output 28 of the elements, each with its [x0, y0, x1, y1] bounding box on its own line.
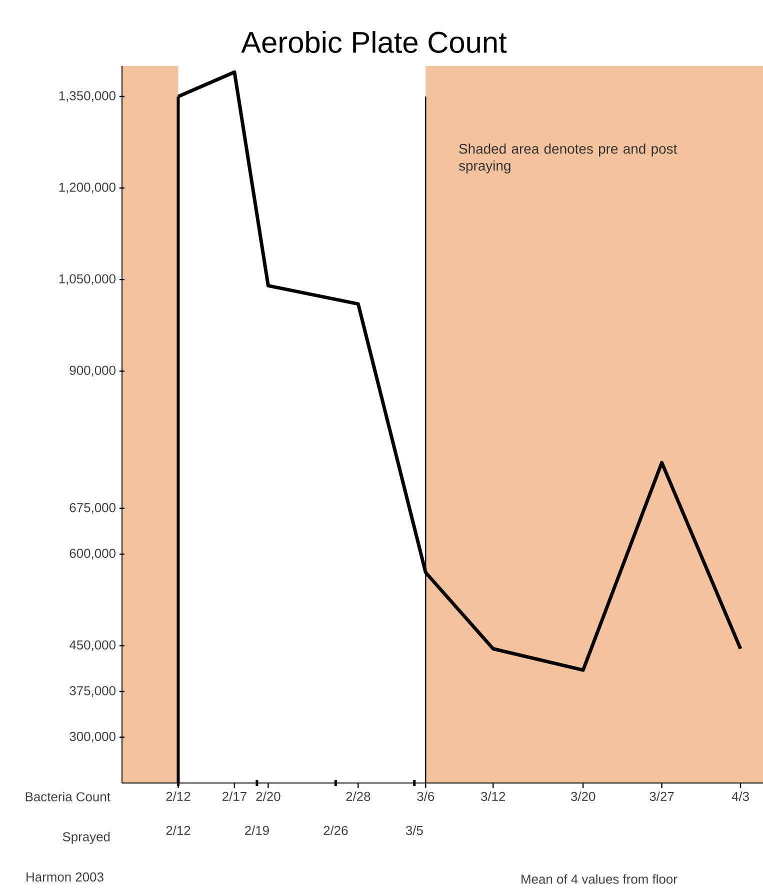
x2-tick-label: 3/5 [406, 826, 423, 836]
x2-tick-label: 2/19 [245, 826, 269, 836]
x-tick-label: 2/20 [256, 791, 280, 802]
x-tick-label: 4/3 [732, 791, 749, 802]
y-tick-label: 1,200,000 [59, 182, 116, 194]
x-tick-label: 3/20 [570, 791, 596, 802]
x2-tick-label: 2/12 [166, 826, 190, 836]
x-tick-label: 3/6 [417, 791, 434, 802]
y-tick-label: 675,000 [70, 503, 116, 514]
y-tick-label: 300,000 [70, 732, 116, 743]
x2-axis-title: Sprayed [62, 832, 110, 844]
y-tick-label: 600,000 [70, 548, 116, 560]
annotation: Shaded area denotes pre and post spraying [458, 144, 678, 174]
y-tick-label: 1,350,000 [59, 91, 116, 102]
x-tick-label: 2/12 [166, 791, 190, 802]
chart-title: Aerobic Plate Count [241, 31, 507, 53]
y-tick-label: 450,000 [69, 640, 116, 652]
x-tick-label: 2/17 [222, 791, 246, 802]
x-axis-title: Bacteria Count [26, 792, 110, 802]
x-tick-label: 3/12 [481, 791, 506, 802]
x2-tick-label: 2/26 [324, 826, 348, 836]
text: Mean of 4 values from floor [522, 874, 678, 884]
y-tick-label: 1,050,000 [59, 274, 116, 285]
x-tick-label: 2/28 [346, 791, 370, 802]
x-tick-label: 3/27 [650, 791, 674, 802]
text: Harmon 2003 [26, 872, 104, 882]
y-tick-label: 900,000 [70, 366, 116, 376]
y-tick-label: 375,000 [70, 686, 116, 697]
